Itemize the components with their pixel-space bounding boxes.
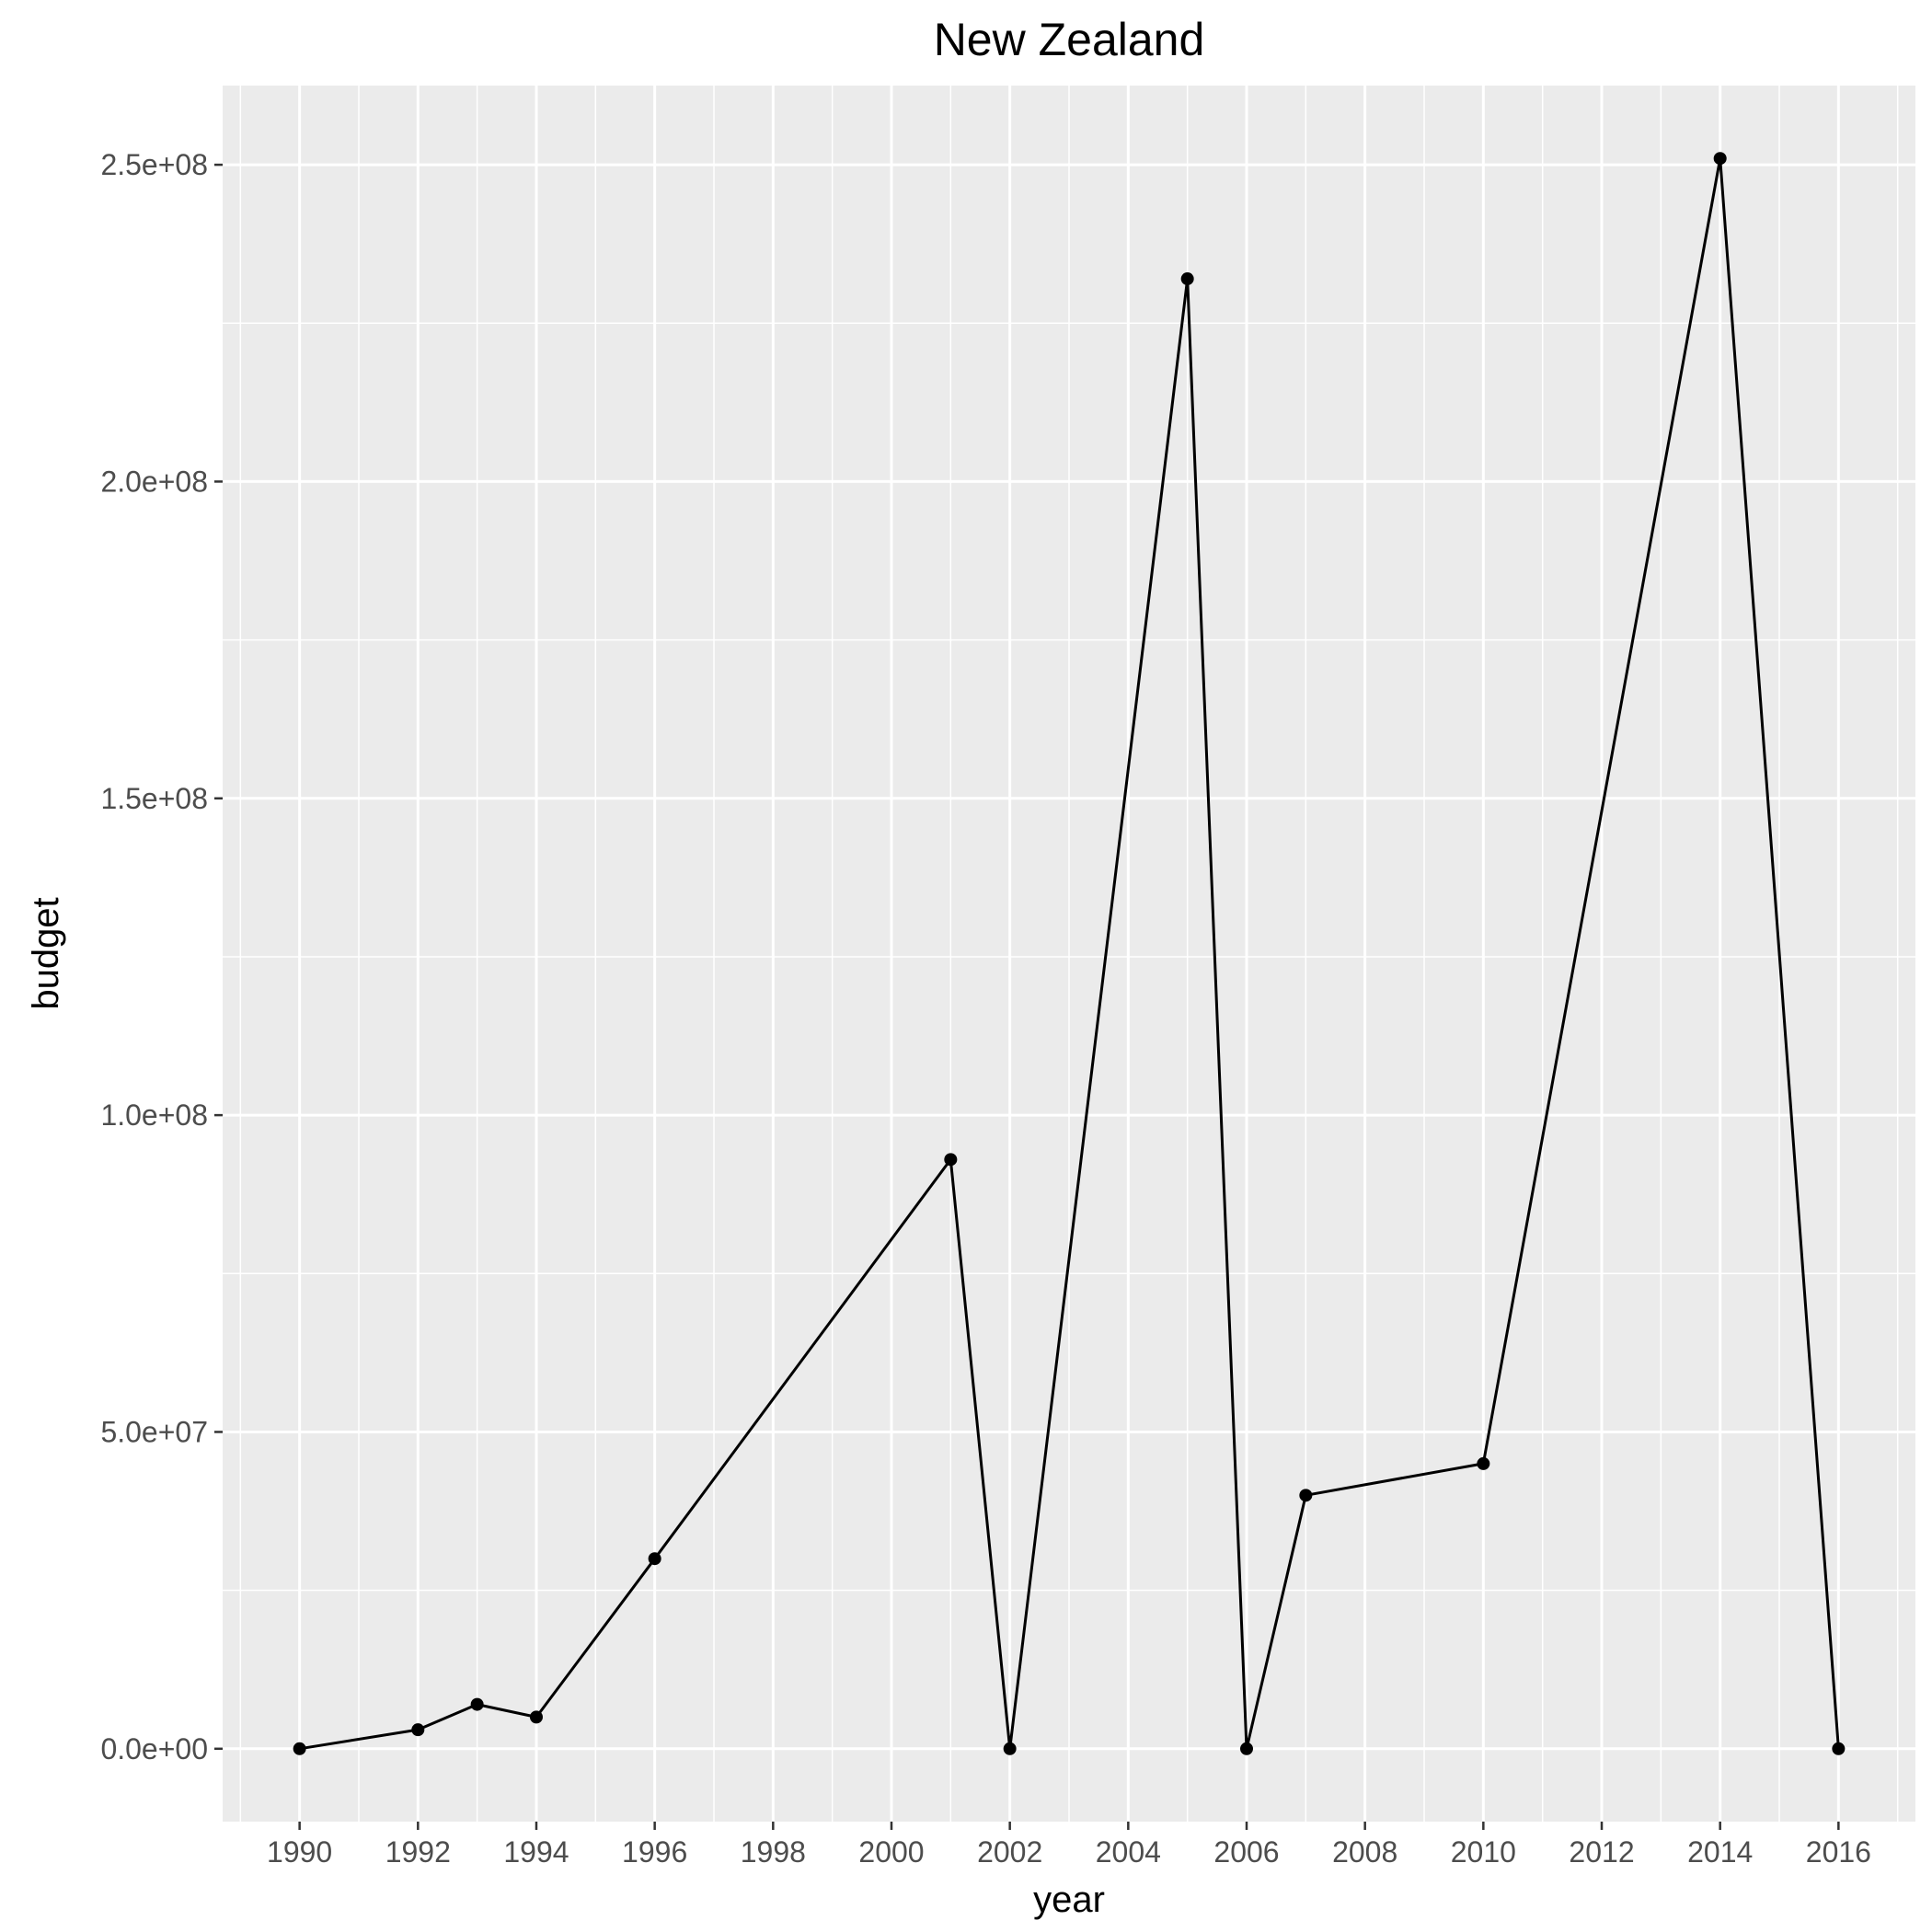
x-tick-label: 2010	[1451, 1835, 1516, 1869]
x-tick-label: 1998	[741, 1835, 806, 1869]
data-point	[648, 1552, 661, 1566]
x-tick-label: 2006	[1213, 1835, 1279, 1869]
y-axis: 0.0e+00 5.0e+07 1.0e+08 1.5e+08 2.0e+08 2.5e+…	[100, 148, 223, 1765]
x-tick-label: 1996	[622, 1835, 687, 1869]
y-tick-label: 2.0e+08	[100, 465, 208, 498]
data-point	[944, 1153, 958, 1167]
x-tick-label: 1990	[267, 1835, 332, 1869]
x-tick-label: 2002	[977, 1835, 1042, 1869]
x-tick-label: 2012	[1569, 1835, 1634, 1869]
data-point	[411, 1723, 425, 1737]
data-point	[470, 1697, 484, 1711]
data-point	[1832, 1742, 1846, 1755]
chart-title: New Zealand	[934, 14, 1205, 65]
x-tick-label: 2000	[858, 1835, 924, 1869]
major-gridlines	[223, 86, 1915, 1822]
series-layer	[293, 152, 1846, 1755]
y-tick-label: 2.5e+08	[100, 148, 208, 181]
data-point	[529, 1710, 543, 1724]
minor-gridlines	[223, 86, 1915, 1822]
x-tick-label: 1992	[385, 1835, 451, 1869]
data-point	[1477, 1456, 1490, 1470]
data-point	[1240, 1742, 1254, 1755]
data-point	[293, 1742, 306, 1755]
x-tick-label: 1994	[503, 1835, 569, 1869]
y-tick-label: 0.0e+00	[100, 1732, 208, 1765]
data-point	[1180, 272, 1194, 286]
x-axis-title: year	[1033, 1880, 1105, 1920]
data-point	[1003, 1742, 1017, 1755]
y-tick-label: 1.5e+08	[100, 782, 208, 815]
y-tick-label: 1.0e+08	[100, 1098, 208, 1132]
x-tick-label: 2004	[1096, 1835, 1161, 1869]
y-axis-title: budget	[26, 897, 66, 1009]
data-point	[1713, 152, 1727, 166]
data-point	[1299, 1489, 1313, 1502]
x-tick-label: 2008	[1332, 1835, 1397, 1869]
x-axis: 1990 1992 1994 1996 1998 2000 2002 2004 2006 2008…	[267, 1822, 1871, 1869]
x-tick-label: 2014	[1687, 1835, 1753, 1869]
y-tick-label: 5.0e+07	[100, 1415, 208, 1448]
x-tick-label: 2016	[1806, 1835, 1871, 1869]
